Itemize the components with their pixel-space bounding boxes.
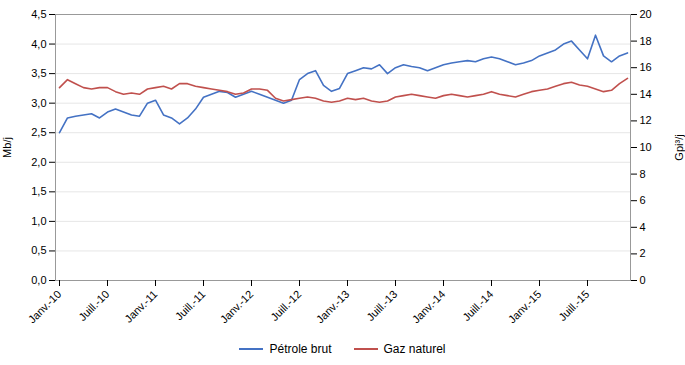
svg-text:Juill.-10: Juill.-10 [76,288,111,323]
svg-text:Janv.-10: Janv.-10 [26,288,64,326]
svg-text:Janv.-14: Janv.-14 [410,288,448,326]
svg-text:Juill.-15: Juill.-15 [556,288,591,323]
svg-text:1,0: 1,0 [31,215,46,227]
svg-text:10: 10 [640,141,652,153]
svg-text:6: 6 [640,194,646,206]
svg-text:Juill.-12: Juill.-12 [268,288,303,323]
svg-text:2,0: 2,0 [31,156,46,168]
svg-text:18: 18 [640,35,652,47]
svg-text:4,5: 4,5 [31,8,46,20]
svg-text:4,0: 4,0 [31,38,46,50]
svg-text:2: 2 [640,247,646,259]
svg-text:0,0: 0,0 [31,274,46,286]
svg-text:Janv.-11: Janv.-11 [122,288,159,325]
svg-text:Janv.-15: Janv.-15 [506,288,544,326]
html-text:Pétrole brut: Pétrole brut [269,342,332,356]
svg-text:Juill.-14: Juill.-14 [460,288,495,323]
svg-text:Juill.-11: Juill.-11 [173,288,208,323]
svg-text:0,5: 0,5 [31,244,46,256]
svg-text:Juill.-13: Juill.-13 [364,288,399,323]
svg-text:16: 16 [640,61,652,73]
svg-text:Gpi³/j: Gpi³/j [673,134,685,160]
svg-text:3,0: 3,0 [31,97,46,109]
svg-text:2,5: 2,5 [31,126,46,138]
svg-text:4: 4 [640,221,646,233]
svg-text:Janv.-12: Janv.-12 [218,288,256,326]
svg-text:8: 8 [640,168,646,180]
svg-text:12: 12 [640,114,652,126]
svg-text:Mb/j: Mb/j [1,137,13,158]
svg-text:3,5: 3,5 [31,67,46,79]
html-text:Gaz naturel: Gaz naturel [383,342,446,356]
svg-text:20: 20 [640,8,652,20]
svg-text:1,5: 1,5 [31,185,46,197]
svg-text:Janv.-13: Janv.-13 [314,288,352,326]
svg-text:0: 0 [640,274,646,286]
svg-text:14: 14 [640,88,652,100]
